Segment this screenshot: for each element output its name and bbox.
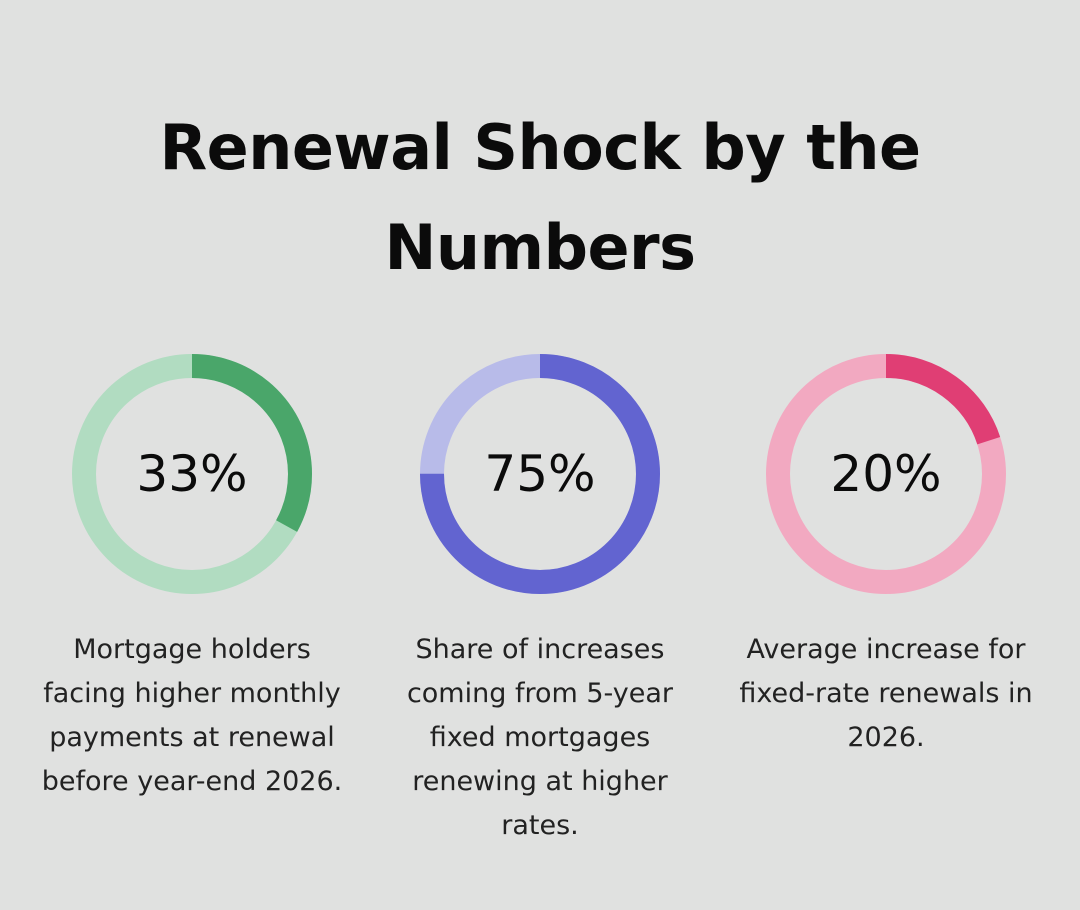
stat-description: Average increase for fixed-rate renewals…: [739, 634, 1033, 753]
donut-fill: [766, 354, 1006, 594]
donut-fill: [420, 354, 660, 594]
stat-card-1: 33% Mortgage holders facing higher month…: [28, 350, 348, 870]
stat-value: 33%: [136, 445, 248, 503]
stat-value: 20%: [830, 445, 942, 503]
page-title: Renewal Shock by the Numbers: [159, 111, 921, 284]
donut-chart-2: [420, 354, 660, 594]
stat-description: Share of increases coming from 5-year fi…: [406, 634, 674, 841]
donut-chart-3: [766, 354, 1006, 594]
stat-card-2: 75% Share of increases coming from 5-yea…: [376, 350, 696, 870]
donut-fill: [72, 354, 312, 594]
stat-value: 75%: [484, 445, 596, 503]
stat-description: Mortgage holders facing higher monthly p…: [41, 634, 343, 797]
stat-card-3: 20% Average increase for fixed-rate rene…: [722, 350, 1042, 870]
donut-chart-1: [72, 354, 312, 594]
